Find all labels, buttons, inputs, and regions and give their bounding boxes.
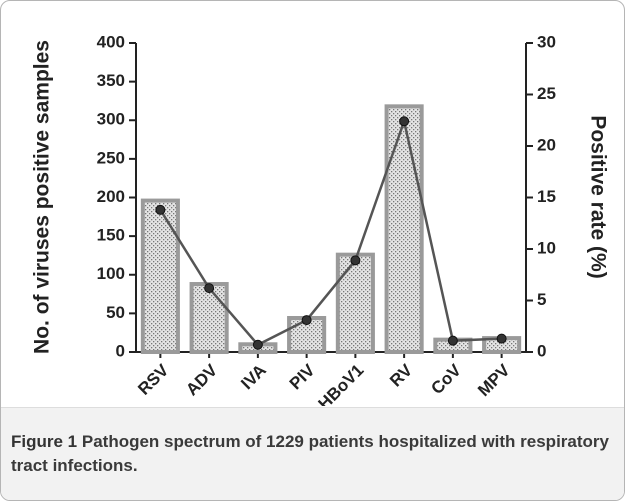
line-marker (447, 335, 458, 346)
caption-text: Figure 1 Pathogen spectrum of 1229 patie… (11, 430, 614, 478)
y-tick-label: 250 (97, 148, 125, 167)
y2-tick-label: 10 (537, 238, 556, 257)
y-tick-label: 0 (116, 341, 125, 360)
bar (189, 282, 229, 354)
y-tick-label: 50 (106, 303, 125, 322)
y2-tick-label: 0 (537, 341, 546, 360)
line-marker (155, 204, 166, 215)
y-tick-label: 300 (97, 110, 125, 129)
bar (140, 198, 180, 354)
y2-tick-label: 20 (537, 135, 556, 154)
y-axis-title: No. of viruses positive samples (31, 40, 54, 354)
line-marker (301, 315, 312, 326)
y2-tick-label: 5 (537, 290, 546, 309)
line-marker (252, 339, 263, 350)
y-tick-label: 150 (97, 226, 125, 245)
line (159, 116, 502, 347)
y-tick-label: 100 (97, 264, 125, 283)
y2-tick-label: 30 (537, 32, 556, 51)
chart: No. of viruses positive samples Positive… (31, 32, 610, 413)
bar (335, 252, 375, 354)
y2-tick-label: 15 (537, 187, 556, 206)
x-tick-label: CoV (427, 360, 465, 398)
bar (384, 104, 424, 354)
x-tick-label: IVA (237, 361, 270, 394)
caption-label: Figure 1 (11, 432, 78, 451)
line-marker (496, 333, 507, 344)
y-tick-label: 200 (97, 187, 125, 206)
y2-tick-label: 25 (537, 84, 556, 103)
line-marker (399, 116, 410, 127)
y-tick-label: 350 (97, 71, 125, 90)
x-tick-label: RV (386, 360, 416, 390)
y2-axis-title: Positive rate (%) (586, 115, 609, 278)
x-tick-label: PIV (286, 360, 319, 393)
x-tick-label: HBoV1 (315, 361, 368, 406)
x-tick-label: ADV (182, 360, 221, 399)
caption-body: Pathogen spectrum of 1229 patients hospi… (11, 432, 609, 475)
caption: Figure 1 Pathogen spectrum of 1229 patie… (1, 407, 624, 500)
line-marker (350, 255, 361, 266)
y-tick-label: 400 (97, 32, 125, 51)
x-tick-label: RSV (134, 360, 173, 399)
x-tick-label: MPV (474, 360, 514, 400)
line-marker (204, 283, 215, 294)
